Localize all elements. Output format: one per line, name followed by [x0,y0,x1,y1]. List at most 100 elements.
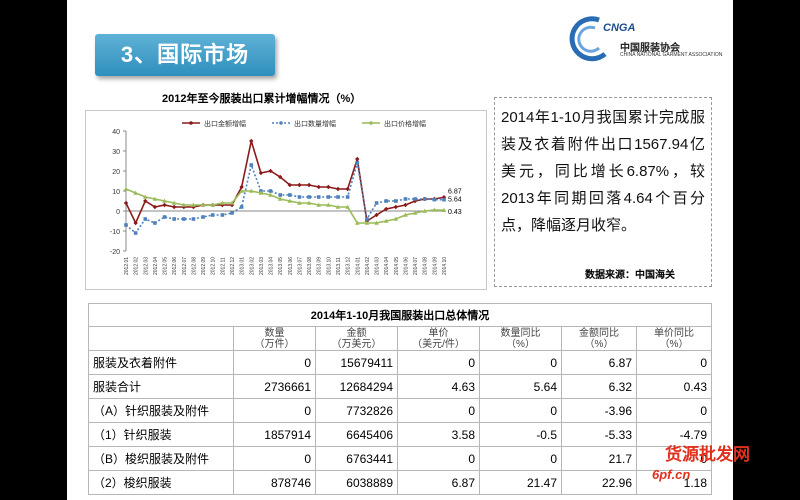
table-cell: 1.18 [635,470,713,495]
data-point [326,202,331,207]
x-tick-label: 2013.02 [249,257,255,275]
table-cell: 0.43 [635,374,713,399]
data-point [422,208,428,213]
x-tick-label: 2014.01 [355,257,361,275]
data-point [354,220,360,225]
data-point [142,194,148,199]
table-cell: 6.87 [397,470,480,495]
data-point [124,223,128,227]
legend-marker [279,121,283,125]
data-point [422,197,427,201]
y-tick-label: 10 [112,189,120,196]
data-point [143,198,148,204]
table-cell: 12684294 [315,374,398,399]
slide-title: 3、国际市场 [95,34,275,76]
x-tick-label: 2012.05 [163,257,169,275]
watermark-text: 货源批发网 [665,445,750,464]
data-point [383,218,389,223]
table-cell: 3.58 [397,422,480,447]
x-tick-label: 2013.11 [336,257,342,275]
data-point [355,161,360,165]
x-tick-label: 2013.06 [288,257,294,275]
x-tick-label: 2013.12 [346,257,352,275]
legend-label: 出口数量增幅 [294,119,336,128]
y-tick-label: 40 [112,129,120,136]
x-tick-label: 2014.04 [384,257,390,275]
table-header-cell: 单价 （美元/件） [397,326,480,351]
data-point [143,217,148,221]
data-point [210,202,216,207]
data-point [201,215,205,219]
legend-label: 出口价格增幅 [384,119,426,128]
data-point [393,216,399,221]
table-row: （A）针织服装及附件 0 7732826 0 0 -3.96 0 [88,398,713,423]
data-point [162,198,167,203]
data-point [182,217,186,221]
data-point [297,195,302,199]
table-cell: 0 [233,350,316,375]
x-tick-label: 2013.05 [278,257,284,275]
x-tick-label: 2014.03 [375,257,381,275]
data-point [249,163,254,167]
data-point [162,202,167,208]
logo-abbr: CNGA [603,22,636,34]
x-tick-label: 2012.04 [153,257,159,275]
table-cell: 0 [635,398,713,423]
data-point [288,193,292,197]
data-point [133,231,138,235]
data-point [307,195,311,199]
data-point [441,207,447,212]
x-tick-label: 2014.07 [413,257,419,275]
logo-english: CHINA NATIONAL GARMENT ASSOCIATION [620,52,723,58]
data-point [162,215,167,219]
table-row-label: （A）针织服装及附件 [88,398,234,423]
data-point [345,204,350,209]
data-point [248,188,254,193]
table-cell: 6038889 [315,470,398,495]
x-tick-label: 2014.02 [365,257,371,275]
table-cell: 878746 [233,470,316,495]
x-tick-label: 2012.03 [143,257,149,275]
table-cell: 0 [397,350,480,375]
y-tick-label: 20 [112,169,120,176]
data-point [297,200,302,205]
data-point [374,220,379,225]
data-point [432,207,437,212]
x-tick-label: 2014.08 [423,257,429,275]
table-cell: -3.96 [561,398,637,423]
x-tick-label: 2013.04 [269,257,275,275]
table-row-label: （1）针织服装 [88,422,234,447]
data-point [403,212,408,217]
table-cell: 7732826 [315,398,398,423]
x-tick-label: 2012.09 [201,257,207,275]
x-tick-label: 2013.01 [240,257,246,275]
table-header-cell [88,326,234,351]
x-tick-label: 2014.10 [442,257,448,275]
data-point [258,190,264,195]
data-point [403,202,408,208]
data-point [278,193,282,197]
x-tick-label: 2013.07 [297,257,303,275]
data-point [210,213,215,217]
y-tick-label: -20 [110,249,120,256]
table-cell: 0 [233,398,316,423]
table-body: 服装及衣着附件 0 15679411 0 0 6.87 0 服装合计 2736661 126842… [88,350,713,495]
series-line [125,162,445,235]
data-point [403,197,408,201]
line-chart: -20 -10 0 10 20 30 40 2012.01 2012.02 2012.03 2012… [85,110,487,290]
table-header-cell: 金额 （万美元） [315,326,398,351]
table-row: 服装及衣着附件 0 15679411 0 0 6.87 0 [88,350,713,375]
table-cell: 2736661 [233,374,316,399]
data-point [181,202,187,207]
cnga-logo-icon [569,16,607,62]
data-point [268,189,273,193]
x-tick-label: 2012.08 [191,257,197,275]
y-tick-label: 30 [112,149,120,156]
x-tick-label: 2012.07 [182,257,188,275]
data-point [345,195,350,199]
end-value-label: 6.87 [448,188,462,195]
data-point [171,200,177,205]
data-point [413,197,417,201]
table-row: （2）梭织服装 878746 6038889 6.87 21.47 22.96 1.18 [88,470,713,495]
table-cell: 22.96 [561,470,637,495]
